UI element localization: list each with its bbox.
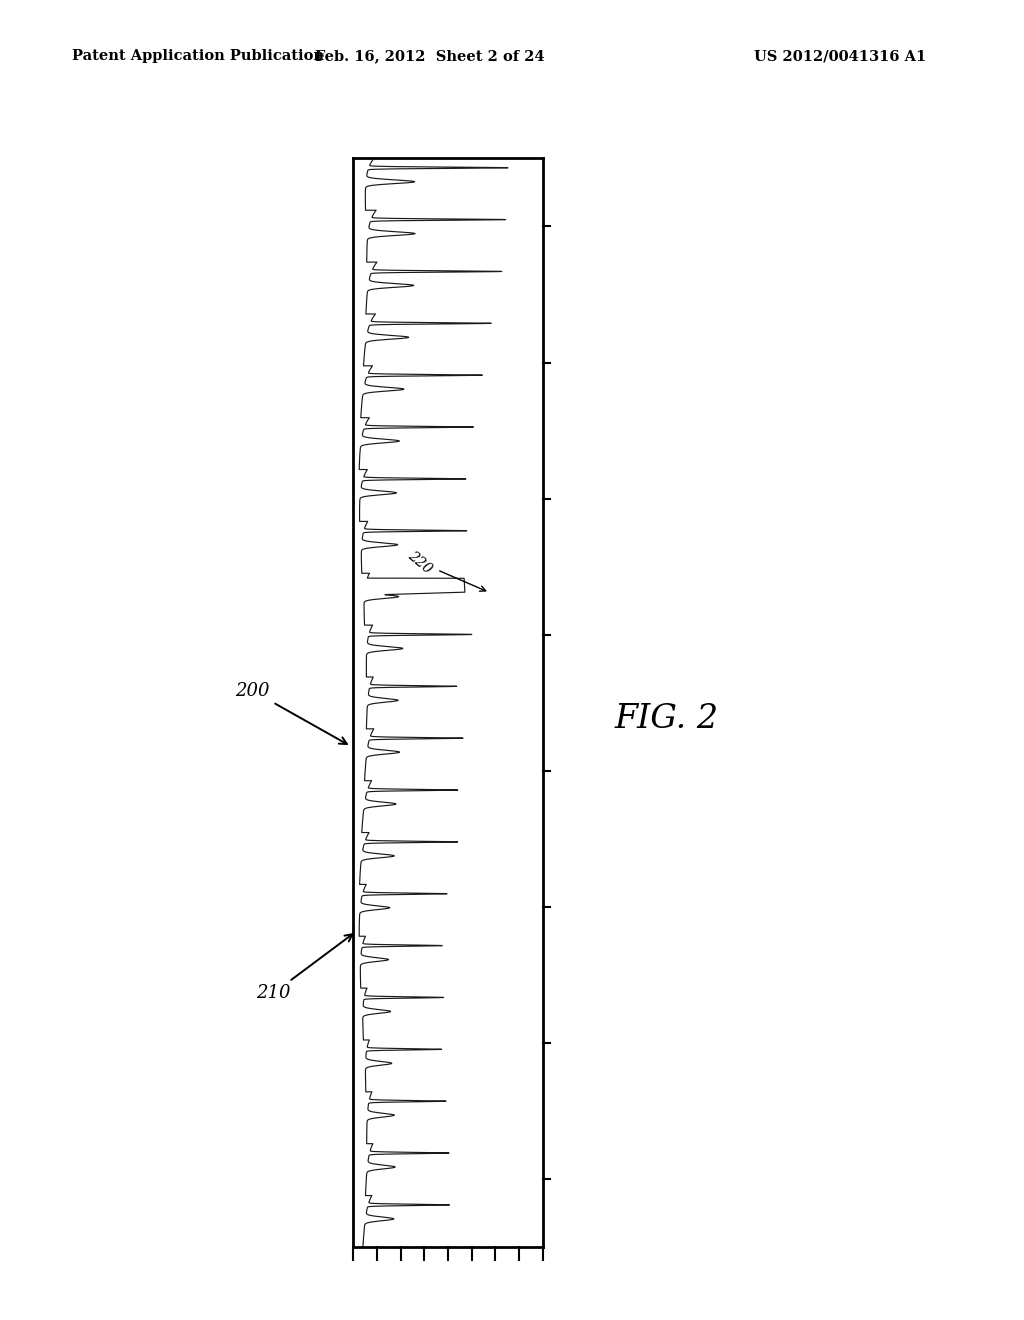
- Text: FIG. 2: FIG. 2: [614, 704, 719, 735]
- Text: Feb. 16, 2012  Sheet 2 of 24: Feb. 16, 2012 Sheet 2 of 24: [315, 49, 545, 63]
- Text: US 2012/0041316 A1: US 2012/0041316 A1: [754, 49, 926, 63]
- Text: 200: 200: [236, 682, 347, 744]
- Text: 210: 210: [256, 935, 352, 1002]
- Text: Patent Application Publication: Patent Application Publication: [72, 49, 324, 63]
- Text: 220: 220: [404, 548, 485, 591]
